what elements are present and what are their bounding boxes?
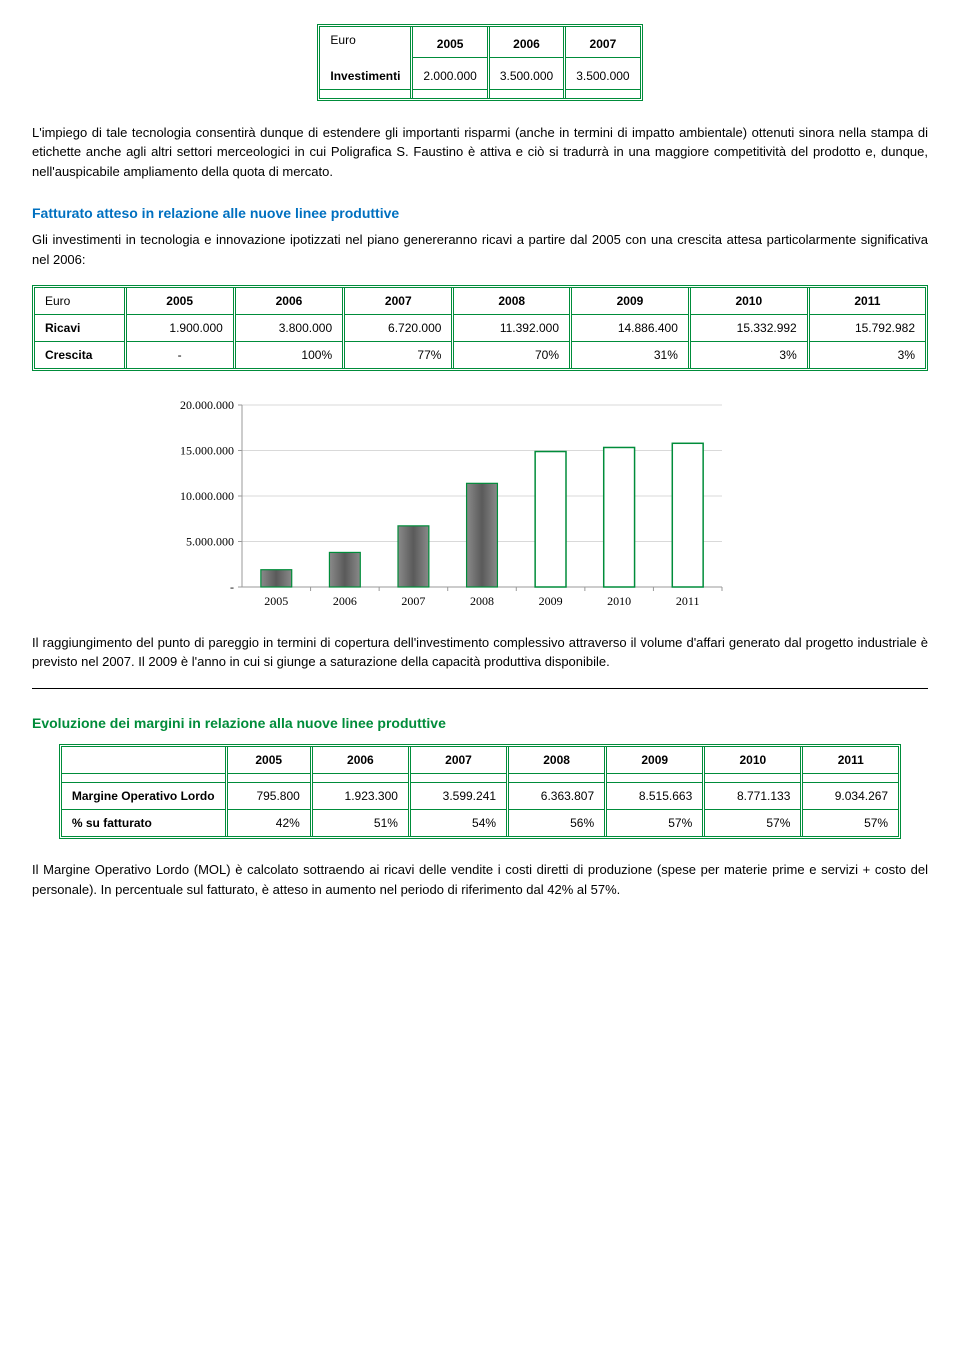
pct-val-5: 57% xyxy=(704,809,802,836)
cre-val-5: 3% xyxy=(689,342,808,369)
svg-text:2006: 2006 xyxy=(333,594,357,608)
ric-year-1: 2006 xyxy=(234,288,343,315)
mar-year-1: 2006 xyxy=(311,747,409,774)
ricavi-row-label: Ricavi xyxy=(35,315,125,342)
svg-text:5.000.000: 5.000.000 xyxy=(186,534,234,548)
investments-row-label: Investimenti xyxy=(330,69,400,83)
svg-text:2011: 2011 xyxy=(676,594,700,608)
cre-val-2: 77% xyxy=(344,342,453,369)
pct-val-2: 54% xyxy=(409,809,507,836)
separator-line xyxy=(32,688,928,689)
ric-val-1: 3.800.000 xyxy=(234,315,343,342)
crescita-row-label: Crescita xyxy=(35,342,125,369)
inv-year-2: 2007 xyxy=(565,27,640,58)
ric-year-2: 2007 xyxy=(344,288,453,315)
cre-val-4: 31% xyxy=(571,342,690,369)
cre-val-6: 3% xyxy=(808,342,925,369)
inv-year-0: 2005 xyxy=(412,27,488,58)
ric-year-6: 2011 xyxy=(808,288,925,315)
cre-val-1: 100% xyxy=(234,342,343,369)
mar-val-1: 1.923.300 xyxy=(311,782,409,809)
mar-val-4: 8.515.663 xyxy=(606,782,704,809)
investments-corner: Euro xyxy=(330,33,355,47)
ric-val-4: 14.886.400 xyxy=(571,315,690,342)
ricavi-bar-chart: - 5.000.000 10.000.000 15.000.000 20.000.000… xyxy=(132,395,732,615)
mar-year-6: 2011 xyxy=(802,747,898,774)
svg-text:2005: 2005 xyxy=(264,594,288,608)
mar-val-0: 795.800 xyxy=(226,782,311,809)
paragraph-2: Gli investimenti in tecnologia e innovaz… xyxy=(32,230,928,269)
paragraph-1: L'impiego di tale tecnologia consentirà … xyxy=(32,123,928,182)
ric-year-0: 2005 xyxy=(125,288,234,315)
mar-val-5: 8.771.133 xyxy=(704,782,802,809)
mar-val-6: 9.034.267 xyxy=(802,782,898,809)
mar-val-3: 6.363.807 xyxy=(508,782,606,809)
cre-val-0: - xyxy=(125,342,234,369)
svg-text:15.000.000: 15.000.000 xyxy=(180,443,234,457)
inv-val-1: 3.500.000 xyxy=(488,58,564,90)
ric-val-5: 15.332.992 xyxy=(689,315,808,342)
ric-year-5: 2010 xyxy=(689,288,808,315)
ric-val-6: 15.792.982 xyxy=(808,315,925,342)
paragraph-4: Il Margine Operativo Lordo (MOL) è calco… xyxy=(32,860,928,899)
pct-row-label: % su fatturato xyxy=(62,809,226,836)
ric-year-4: 2009 xyxy=(571,288,690,315)
pct-val-0: 42% xyxy=(226,809,311,836)
margini-table: 2005 2006 2007 2008 2009 2010 2011 Margi… xyxy=(59,744,901,839)
svg-text:2008: 2008 xyxy=(470,594,494,608)
svg-text:10.000.000: 10.000.000 xyxy=(180,489,234,503)
svg-text:2010: 2010 xyxy=(607,594,631,608)
mar-val-2: 3.599.241 xyxy=(409,782,507,809)
inv-year-1: 2006 xyxy=(488,27,564,58)
svg-text:2007: 2007 xyxy=(401,594,425,608)
mar-year-0: 2005 xyxy=(226,747,311,774)
pct-val-3: 56% xyxy=(508,809,606,836)
mar-year-3: 2008 xyxy=(508,747,606,774)
ricavi-corner: Euro xyxy=(35,288,125,315)
mar-year-5: 2010 xyxy=(704,747,802,774)
ricavi-table: Euro 2005 2006 2007 2008 2009 2010 2011 … xyxy=(32,285,928,371)
svg-text:2009: 2009 xyxy=(539,594,563,608)
pct-val-4: 57% xyxy=(606,809,704,836)
ric-val-2: 6.720.000 xyxy=(344,315,453,342)
cre-val-3: 70% xyxy=(453,342,571,369)
svg-text:-: - xyxy=(230,580,234,594)
ric-val-3: 11.392.000 xyxy=(453,315,571,342)
ric-year-3: 2008 xyxy=(453,288,571,315)
inv-val-0: 2.000.000 xyxy=(412,58,488,90)
svg-text:20.000.000: 20.000.000 xyxy=(180,398,234,412)
pct-val-1: 51% xyxy=(311,809,409,836)
inv-val-2: 3.500.000 xyxy=(565,58,640,90)
heading-evoluzione: Evoluzione dei margini in relazione alla… xyxy=(32,713,928,734)
mar-year-2: 2007 xyxy=(409,747,507,774)
pct-val-6: 57% xyxy=(802,809,898,836)
mar-year-4: 2009 xyxy=(606,747,704,774)
margine-row-label: Margine Operativo Lordo xyxy=(62,782,226,809)
paragraph-3: Il raggiungimento del punto di pareggio … xyxy=(32,633,928,672)
ric-val-0: 1.900.000 xyxy=(125,315,234,342)
investments-table: Euro Investimenti 2005 2006 2007 2.000.00… xyxy=(317,24,642,101)
heading-fatturato: Fatturato atteso in relazione alle nuove… xyxy=(32,203,928,224)
